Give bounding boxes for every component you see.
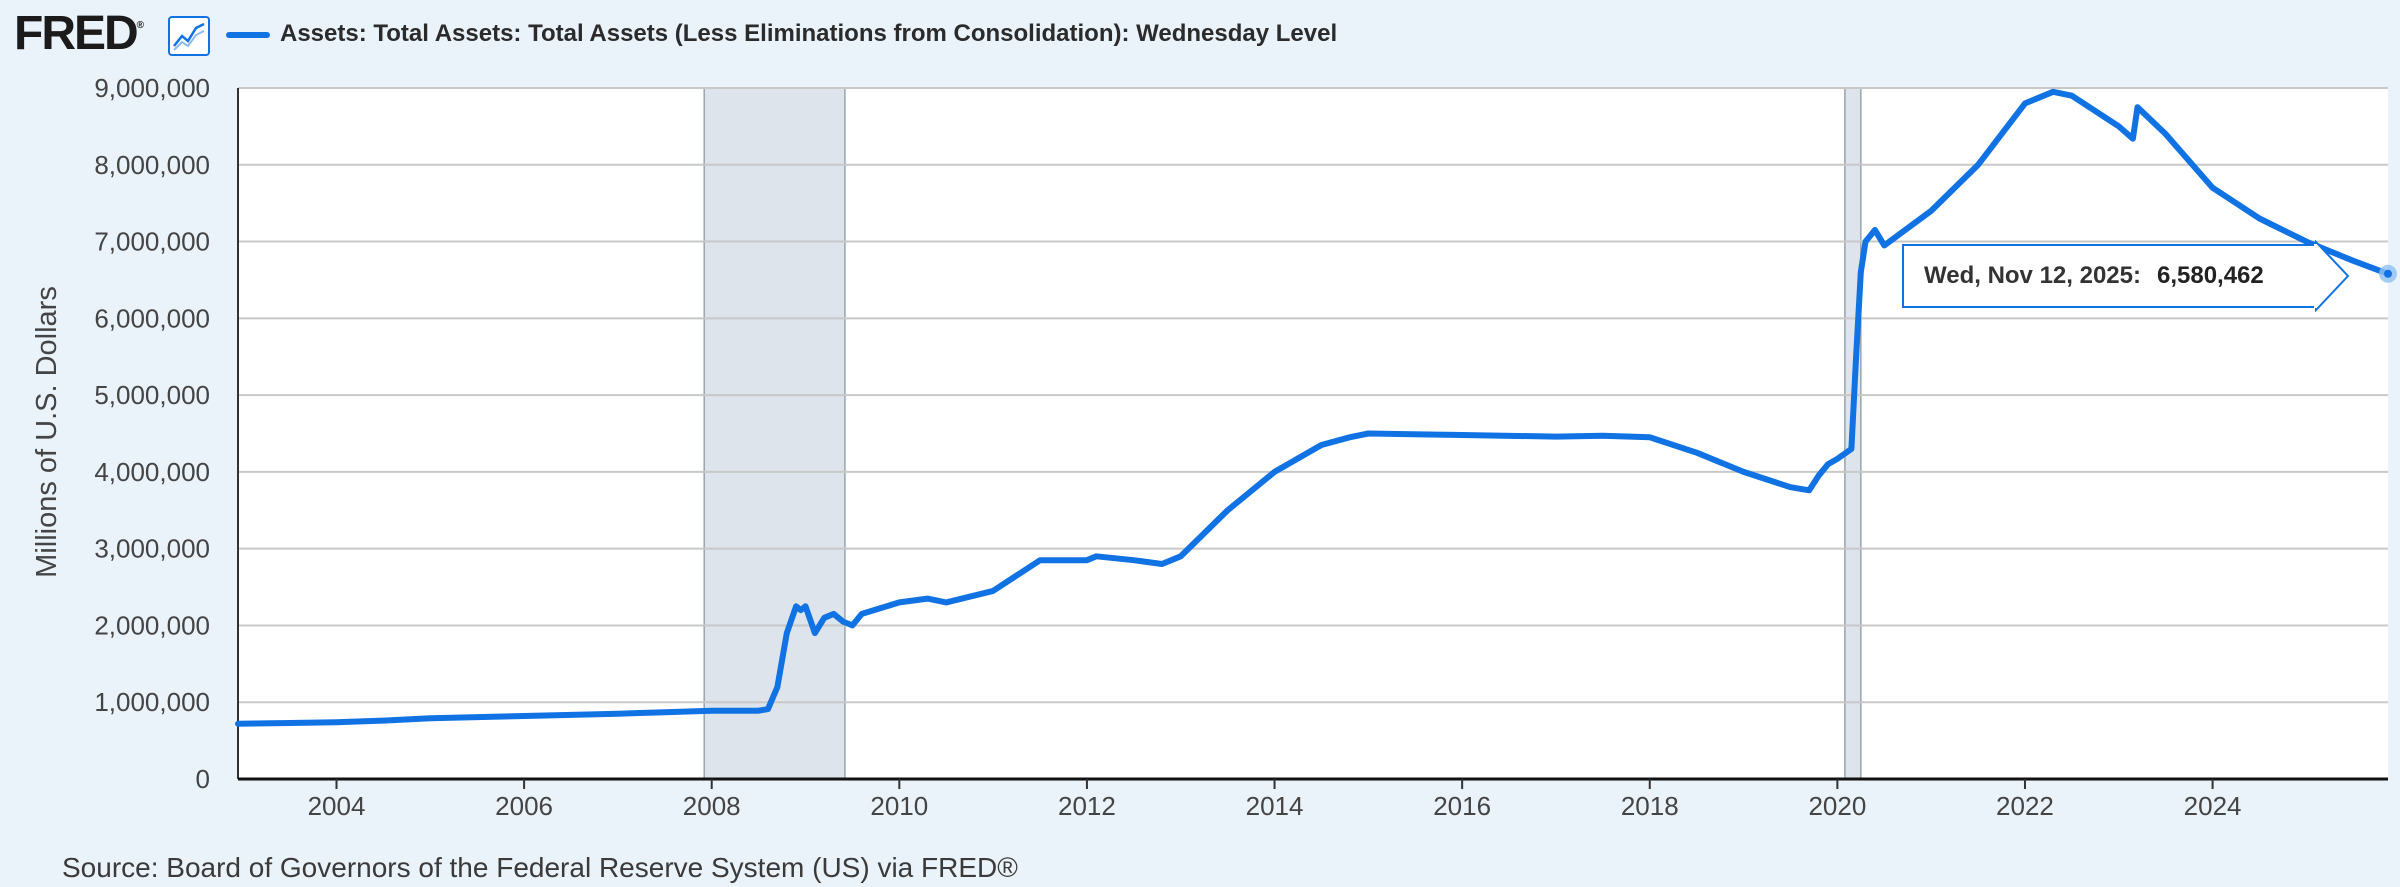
y-tick-label: 9,000,000: [94, 73, 210, 103]
fred-logo-text: FRED: [14, 7, 139, 60]
y-tick-label: 7,000,000: [94, 227, 210, 257]
plot-background: [238, 88, 2388, 779]
x-tick-label: 2014: [1246, 791, 1304, 821]
y-axis-title: Millions of U.S. Dollars: [31, 286, 63, 578]
recession-shade: [703, 87, 846, 780]
x-tick-label: 2008: [683, 791, 741, 821]
y-tick-label: 3,000,000: [94, 534, 210, 564]
x-tick-label: 2006: [495, 791, 553, 821]
y-tick-label: 6,000,000: [94, 303, 210, 333]
x-tick-label: 2010: [870, 791, 928, 821]
y-tick-label: 1,000,000: [94, 687, 210, 717]
x-tick-label: 2020: [1808, 791, 1866, 821]
fred-logo[interactable]: FRED®: [14, 7, 145, 60]
y-tick-label: 0: [196, 764, 210, 794]
y-tick-label: 8,000,000: [94, 150, 210, 180]
x-tick-label: 2022: [1996, 791, 2054, 821]
plot-area: [235, 87, 2397, 781]
tooltip-pointer: [2314, 240, 2350, 312]
last-point-marker: [2384, 269, 2392, 278]
x-tick-label: 2016: [1433, 791, 1491, 821]
x-tick-label: 2004: [308, 791, 366, 821]
x-tick-label: 2018: [1621, 791, 1679, 821]
series-line: [235, 88, 2391, 727]
y-tick-label: 2,000,000: [94, 610, 210, 640]
chart-header: FRED® Assets: Total Assets: Total Assets…: [0, 0, 2400, 70]
y-tick-label: 4,000,000: [94, 457, 210, 487]
legend-swatch: [226, 32, 270, 38]
x-tick-label: 2012: [1058, 791, 1116, 821]
x-tick-label: 2024: [2184, 791, 2242, 821]
tooltip-value: 6,580,462: [2156, 262, 2264, 289]
data-tooltip: Wed, Nov 12, 2025: 6,580,462: [1902, 244, 2316, 308]
y-tick-label: 5,000,000: [94, 380, 210, 410]
y-axis: 0 1,000,000 2,000,000 3,000,000 4,000,000 5,0…: [94, 73, 210, 794]
legend-label: Assets: Total Assets: Total Assets (Less…: [280, 20, 1338, 47]
tooltip-date: Wed, Nov 12, 2025:: [1924, 262, 2141, 289]
source-note: Source: Board of Governors of the Federa…: [62, 852, 1018, 883]
x-axis: 2004 2006 2008 2010 2012 2014 2016 2018 2020 2022…: [308, 779, 2242, 821]
line-chart-icon[interactable]: [168, 16, 210, 56]
